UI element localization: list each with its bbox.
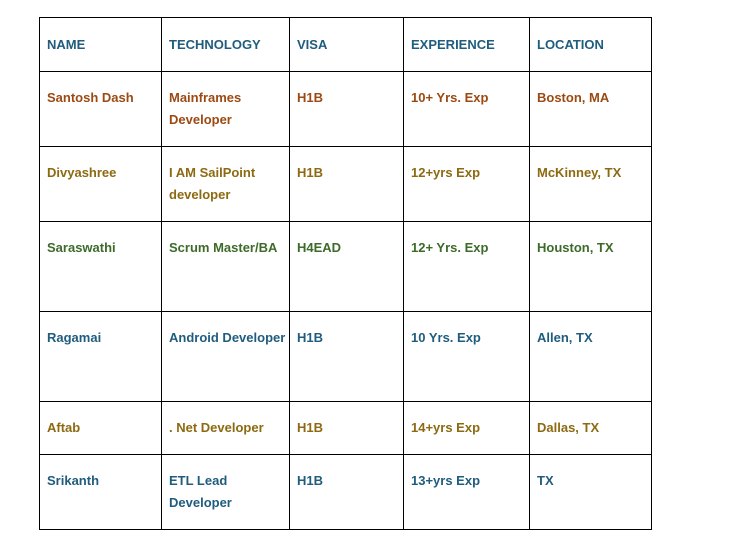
cell-technology: Mainframes Developer (161, 71, 290, 147)
cell-location: Houston, TX (529, 221, 652, 312)
cell-experience: 12+yrs Exp (403, 146, 530, 222)
table-row: Divyashree I AM SailPoint developer H1B 12+… (39, 146, 652, 222)
table-row: Aftab. Net Developer H1B 14+yrs Exp Dallas,… (39, 401, 652, 455)
cell-experience: 12+ Yrs. Exp (403, 221, 530, 312)
cell-experience: 10+ Yrs. Exp (403, 71, 530, 147)
cell-visa: H4EAD (289, 221, 404, 312)
cell-location: Dallas, TX (529, 401, 652, 455)
cell-technology: Scrum Master/BA (161, 221, 290, 312)
cell-name: Srikanth (39, 454, 162, 530)
table-row: Saraswathi Scrum Master/BA H4EAD 12+ Yrs. E… (39, 221, 652, 312)
header-visa: VISA (289, 17, 404, 72)
cell-technology: Android Developer (161, 311, 290, 402)
cell-visa: H1B (289, 311, 404, 402)
candidates-table: NAME TECHNOLOGY VISA EXPERIENCE LOCATION… (39, 17, 652, 530)
header-location: LOCATION (529, 17, 652, 72)
cell-location: Allen, TX (529, 311, 652, 402)
cell-name: Aftab (39, 401, 162, 455)
cell-visa: H1B (289, 454, 404, 530)
cell-name: Divyashree (39, 146, 162, 222)
cell-location: McKinney, TX (529, 146, 652, 222)
cell-experience: 14+yrs Exp (403, 401, 530, 455)
table-row: Ragamai Android Developer H1B 10 Yrs. Exp Al… (39, 311, 652, 402)
header-technology: TECHNOLOGY (161, 17, 290, 72)
cell-experience: 13+yrs Exp (403, 454, 530, 530)
cell-visa: H1B (289, 71, 404, 147)
cell-location: Boston, MA (529, 71, 652, 147)
cell-visa: H1B (289, 146, 404, 222)
cell-experience: 10 Yrs. Exp (403, 311, 530, 402)
cell-name: Santosh Dash (39, 71, 162, 147)
cell-location: TX (529, 454, 652, 530)
table-row: Santosh Dash Mainframes Developer H1B 10+ Y… (39, 71, 652, 147)
table-row: Srikanth ETL Lead Developer H1B 13+yrs Exp T… (39, 454, 652, 530)
header-name: NAME (39, 17, 162, 72)
cell-name: Saraswathi (39, 221, 162, 312)
header-experience: EXPERIENCE (403, 17, 530, 72)
cell-technology: ETL Lead Developer (161, 454, 290, 530)
cell-visa: H1B (289, 401, 404, 455)
cell-technology: . Net Developer (161, 401, 290, 455)
cell-name: Ragamai (39, 311, 162, 402)
header-row: NAME TECHNOLOGY VISA EXPERIENCE LOCATION (39, 17, 652, 72)
cell-technology: I AM SailPoint developer (161, 146, 290, 222)
